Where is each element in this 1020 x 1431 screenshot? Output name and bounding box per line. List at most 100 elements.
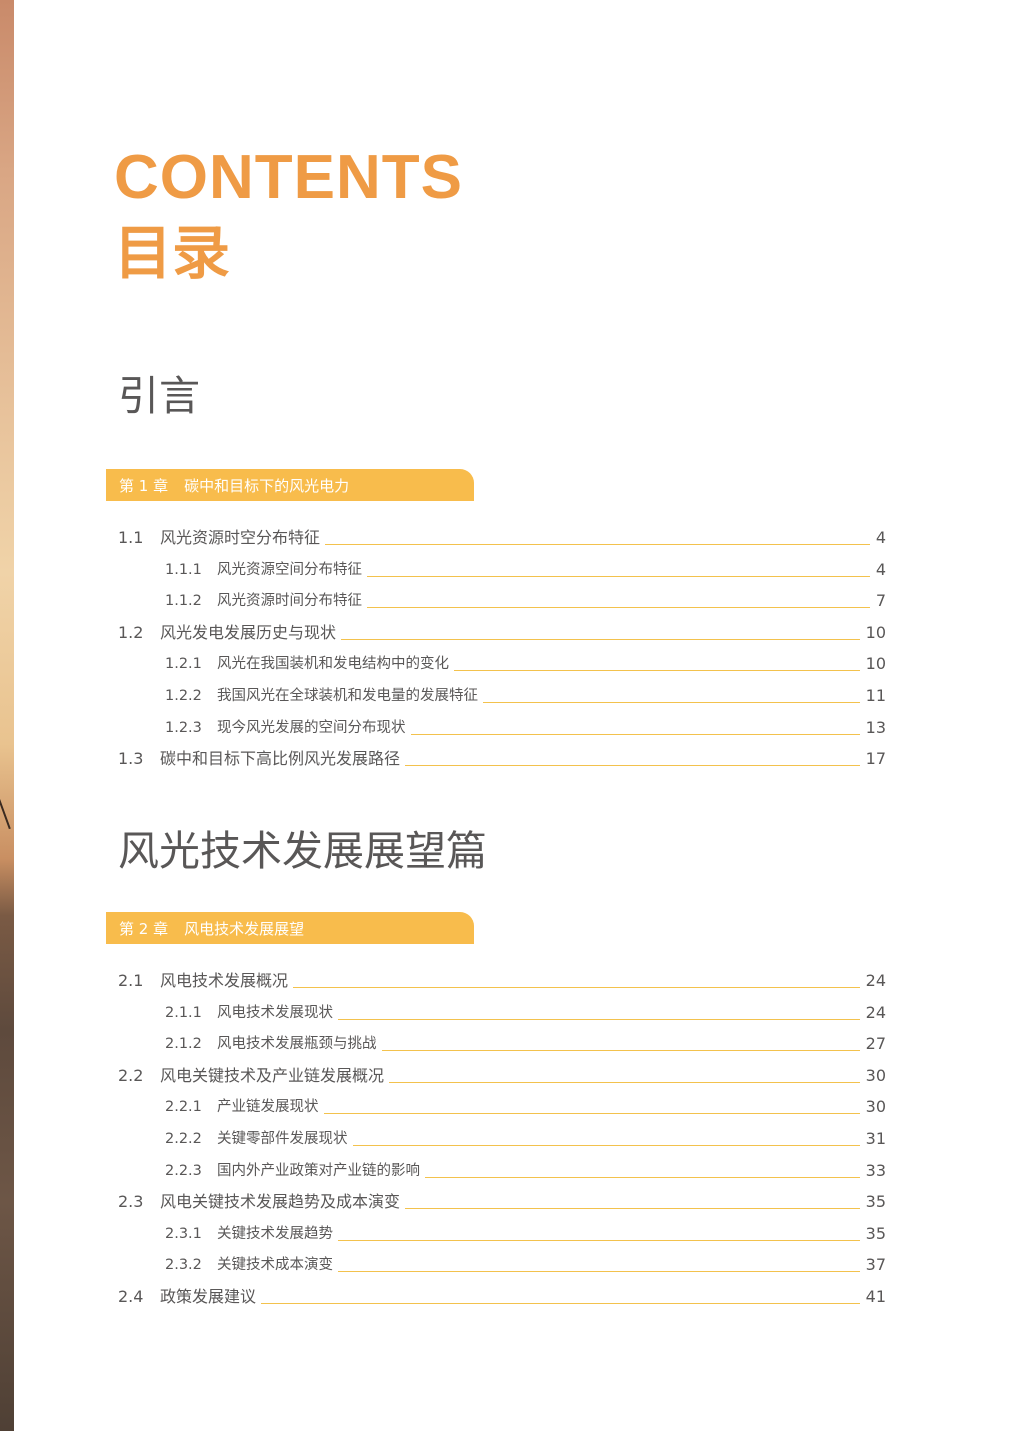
toc-leader-line xyxy=(352,1144,860,1146)
toc-entry-number: 2.2.2 xyxy=(165,1131,202,1147)
toc-leader-line xyxy=(381,1049,860,1052)
toc-leader-line xyxy=(483,701,860,703)
toc-entry-label: 风电关键技术发展趋势及成本演变 xyxy=(160,1192,401,1212)
toc-entry-page: 10 xyxy=(865,622,886,642)
toc-entry-number: 2.4 xyxy=(118,1287,144,1306)
cover-photo-strip xyxy=(0,0,14,1431)
chapter-bar-1: 第 1 章碳中和目标下的风光电力 xyxy=(106,469,474,501)
toc-entry-number: 1.1 xyxy=(118,528,144,547)
toc-entry[interactable]: 1.2 风光发电发展历史与现状 10 xyxy=(118,623,886,643)
toc-leader-line xyxy=(338,1018,860,1020)
toc-entry-label: 风电关键技术及产业链发展概况 xyxy=(160,1065,385,1085)
toc-entry-page: 30 xyxy=(865,1065,886,1085)
toc-entry-number: 2.3 xyxy=(118,1192,144,1212)
toc-entry-label: 产业链发展现状 xyxy=(217,1099,319,1116)
toc-entry-label: 风光资源空间分布特征 xyxy=(217,561,362,578)
toc-entry-label: 关键零部件发展现状 xyxy=(217,1131,348,1147)
toc-entry-label: 政策发展建议 xyxy=(160,1287,257,1306)
chapter-number: 第 2 章 xyxy=(119,920,169,938)
toc-entry-label: 碳中和目标下高比例风光发展路径 xyxy=(160,749,401,769)
toc-entry[interactable]: 2.2 风电关键技术及产业链发展概况 30 xyxy=(118,1066,886,1086)
toc-entry-label: 关键技术成本演变 xyxy=(217,1257,333,1274)
toc-entry-page: 4 xyxy=(875,528,886,547)
toc-leader-line xyxy=(338,1239,860,1241)
toc-leader-line xyxy=(261,1302,860,1304)
toc-entry-label: 风光资源时间分布特征 xyxy=(217,593,362,610)
toc-entry-page: 24 xyxy=(865,1002,886,1022)
toc-entry-label: 关键技术发展趋势 xyxy=(217,1225,333,1242)
toc-entry-label: 风电技术发展概况 xyxy=(160,971,289,990)
toc-entry-label: 现今风光发展的空间分布现状 xyxy=(217,719,406,736)
toc-leader-line xyxy=(367,575,870,577)
toc-entry-page: 27 xyxy=(865,1034,886,1054)
toc-entry-number: 2.1 xyxy=(118,971,144,990)
part-title-technology: 风光技术发展展望篇 xyxy=(118,827,487,875)
toc-entry-page: 17 xyxy=(865,749,886,769)
toc-entry-number: 1.1.2 xyxy=(165,593,202,610)
toc-entry[interactable]: 2.2.2 关键零部件发展现状 31 xyxy=(165,1129,886,1149)
toc-entry[interactable]: 1.2.1 风光在我国装机和发电结构中的变化 10 xyxy=(165,654,886,674)
toc-entry-number: 1.1.1 xyxy=(165,561,202,578)
toc-leader-line xyxy=(405,1207,860,1210)
toc-entry[interactable]: 2.3 风电关键技术发展趋势及成本演变 35 xyxy=(118,1192,886,1212)
toc-entry-page: 33 xyxy=(865,1160,886,1180)
toc-entry-page: 24 xyxy=(865,971,886,990)
toc-entry[interactable]: 2.2.1 产业链发展现状 30 xyxy=(165,1097,886,1117)
chapter-title: 风电技术发展展望 xyxy=(184,920,305,938)
toc-leader-line xyxy=(325,543,870,545)
toc-entry-number: 1.2.2 xyxy=(165,688,202,704)
toc-entry-page: 30 xyxy=(865,1097,886,1117)
toc-entry-label: 风光在我国装机和发电结构中的变化 xyxy=(217,656,449,673)
part-title-intro: 引言 xyxy=(118,372,200,420)
chapter-number: 第 1 章 xyxy=(119,477,169,495)
toc-leader-line xyxy=(341,638,860,640)
toc-leader-line xyxy=(293,986,860,988)
toc-entry-page: 7 xyxy=(875,591,886,611)
toc-entry-number: 1.3 xyxy=(118,749,144,769)
toc-leader-line xyxy=(338,1270,860,1273)
toc-leader-line xyxy=(405,764,860,767)
toc-entry[interactable]: 2.2.3 国内外产业政策对产业链的影响 33 xyxy=(165,1161,886,1181)
toc-entry-page: 10 xyxy=(865,654,886,674)
toc-entry-page: 35 xyxy=(865,1223,886,1243)
toc-entry-number: 2.3.1 xyxy=(165,1225,202,1242)
toc-entry[interactable]: 1.2.3 现今风光发展的空间分布现状 13 xyxy=(165,718,886,738)
page-title-cn: 目录 xyxy=(114,219,231,287)
toc-entry-label: 风电技术发展瓶颈与挑战 xyxy=(217,1036,377,1053)
toc-entry[interactable]: 2.1.1 风电技术发展现状 24 xyxy=(165,1003,886,1023)
toc-entry[interactable]: 2.1 风电技术发展概况 24 xyxy=(118,971,886,991)
toc-entry-number: 2.2 xyxy=(118,1065,144,1085)
toc-entry-label: 风电技术发展现状 xyxy=(217,1004,333,1021)
toc-entry[interactable]: 2.4 政策发展建议 41 xyxy=(118,1287,886,1307)
page-title-en: CONTENTS xyxy=(114,143,463,212)
toc-entry[interactable]: 2.1.2 风电技术发展瓶颈与挑战 27 xyxy=(165,1034,886,1054)
toc-entry-number: 2.1.2 xyxy=(165,1036,202,1053)
toc-entry[interactable]: 1.1.2 风光资源时间分布特征 7 xyxy=(165,591,886,611)
toc-leader-line xyxy=(367,606,870,609)
toc-entry-page: 4 xyxy=(875,559,886,579)
toc-entry-page: 35 xyxy=(865,1192,886,1212)
toc-leader-line xyxy=(323,1112,860,1115)
chapter-title: 碳中和目标下的风光电力 xyxy=(184,477,350,495)
toc-entry[interactable]: 1.3 碳中和目标下高比例风光发展路径 17 xyxy=(118,749,886,769)
toc-leader-line xyxy=(389,1081,860,1083)
toc-entry-page: 13 xyxy=(865,717,886,737)
toc-entry-page: 11 xyxy=(865,686,886,705)
toc-entry[interactable]: 1.1 风光资源时空分布特征 4 xyxy=(118,528,886,548)
toc-entry-number: 2.3.2 xyxy=(165,1257,202,1274)
toc-entry-page: 37 xyxy=(865,1255,886,1275)
toc-entry-number: 2.1.1 xyxy=(165,1004,202,1021)
wind-turbine-image xyxy=(0,790,11,830)
toc-entry-page: 31 xyxy=(865,1129,886,1148)
toc-entry-page: 41 xyxy=(865,1287,886,1306)
toc-leader-line xyxy=(454,669,860,672)
toc-entry[interactable]: 2.3.1 关键技术发展趋势 35 xyxy=(165,1224,886,1244)
toc-entry[interactable]: 1.1.1 风光资源空间分布特征 4 xyxy=(165,560,886,580)
toc-leader-line xyxy=(425,1176,860,1178)
toc-leader-line xyxy=(410,733,860,735)
toc-entry-label: 我国风光在全球装机和发电量的发展特征 xyxy=(217,688,478,704)
toc-entry[interactable]: 2.3.2 关键技术成本演变 37 xyxy=(165,1255,886,1275)
toc-entry[interactable]: 1.2.2 我国风光在全球装机和发电量的发展特征 11 xyxy=(165,686,886,706)
toc-entry-number: 1.2 xyxy=(118,622,144,642)
toc-entry-number: 1.2.1 xyxy=(165,656,202,673)
